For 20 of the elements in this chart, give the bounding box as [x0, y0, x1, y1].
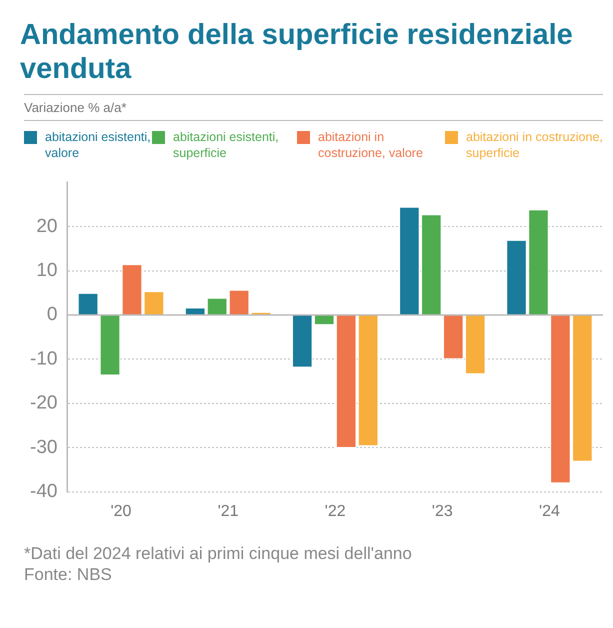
x-tick-label: '22: [324, 502, 346, 520]
legend-label: abitazioni in costruzione, valore: [318, 129, 424, 161]
y-tick-label: -30: [30, 436, 58, 458]
legend-label: abitazioni esistenti, superficie: [173, 129, 280, 161]
chart-title: Andamento della superficie residenziale venduta: [20, 18, 574, 86]
legend-label: abitazioni in costruzione, superficie: [466, 129, 604, 161]
x-tick-label: '24: [539, 502, 560, 520]
y-tick-label: -20: [30, 392, 58, 414]
x-tick-label: '20: [110, 502, 132, 520]
y-tick-label: -40: [30, 481, 58, 502]
y-tick-label: -10: [30, 348, 58, 370]
y-tick-label: 10: [36, 260, 58, 282]
text: *Dati del 2024 relativi ai primi cinque mesi dell'anno: [24, 543, 413, 564]
chart-subtitle: Variazione % a/a*: [24, 94, 603, 121]
legend-label: abitazioni esistenti, valore: [45, 129, 152, 161]
source-note: Fonte: NBS: [24, 564, 113, 585]
y-tick-label: 20: [36, 216, 58, 237]
x-tick-label: '23: [432, 502, 453, 520]
x-tick-label: '21: [218, 502, 239, 520]
y-tick-label: 0: [46, 304, 58, 326]
